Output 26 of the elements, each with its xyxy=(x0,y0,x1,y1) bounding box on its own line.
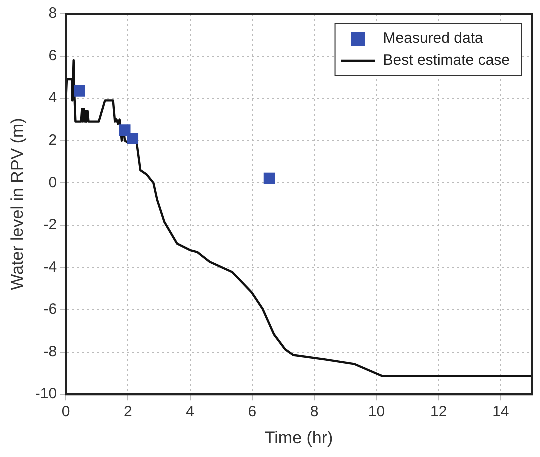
y-tick-label: -2 xyxy=(44,216,58,234)
x-tick-label: 0 xyxy=(62,404,70,421)
x-tick-label: 4 xyxy=(186,404,194,421)
y-tick-label: 6 xyxy=(48,47,58,64)
point xyxy=(74,86,86,97)
x-tick-label: 8 xyxy=(310,404,319,421)
y-axis-title: Water level in RPV (m) xyxy=(8,118,27,290)
x-tick-label: 12 xyxy=(430,404,448,421)
y-tick-label: -8 xyxy=(44,343,58,360)
y-tick-label: -4 xyxy=(44,258,58,276)
x-axis-title: Time (hr) xyxy=(264,428,334,448)
x-tick-label: 14 xyxy=(492,404,510,421)
x-tick-label: 10 xyxy=(368,404,386,421)
legend-label: Measured data xyxy=(383,30,484,48)
y-tick-label: 4 xyxy=(48,90,58,107)
x-tick-label: 2 xyxy=(124,404,132,421)
y-tick-label: -6 xyxy=(44,301,58,318)
point xyxy=(127,133,139,144)
y-tick-label: -10 xyxy=(35,386,58,403)
point xyxy=(264,172,276,184)
point xyxy=(119,124,131,136)
x-tick-label: 6 xyxy=(248,404,257,421)
y-tick-label: 8 xyxy=(48,5,58,22)
legend-label: Best estimate case xyxy=(383,52,510,70)
y-tick-label: 0 xyxy=(48,174,58,192)
y-tick-label: 2 xyxy=(48,132,58,150)
